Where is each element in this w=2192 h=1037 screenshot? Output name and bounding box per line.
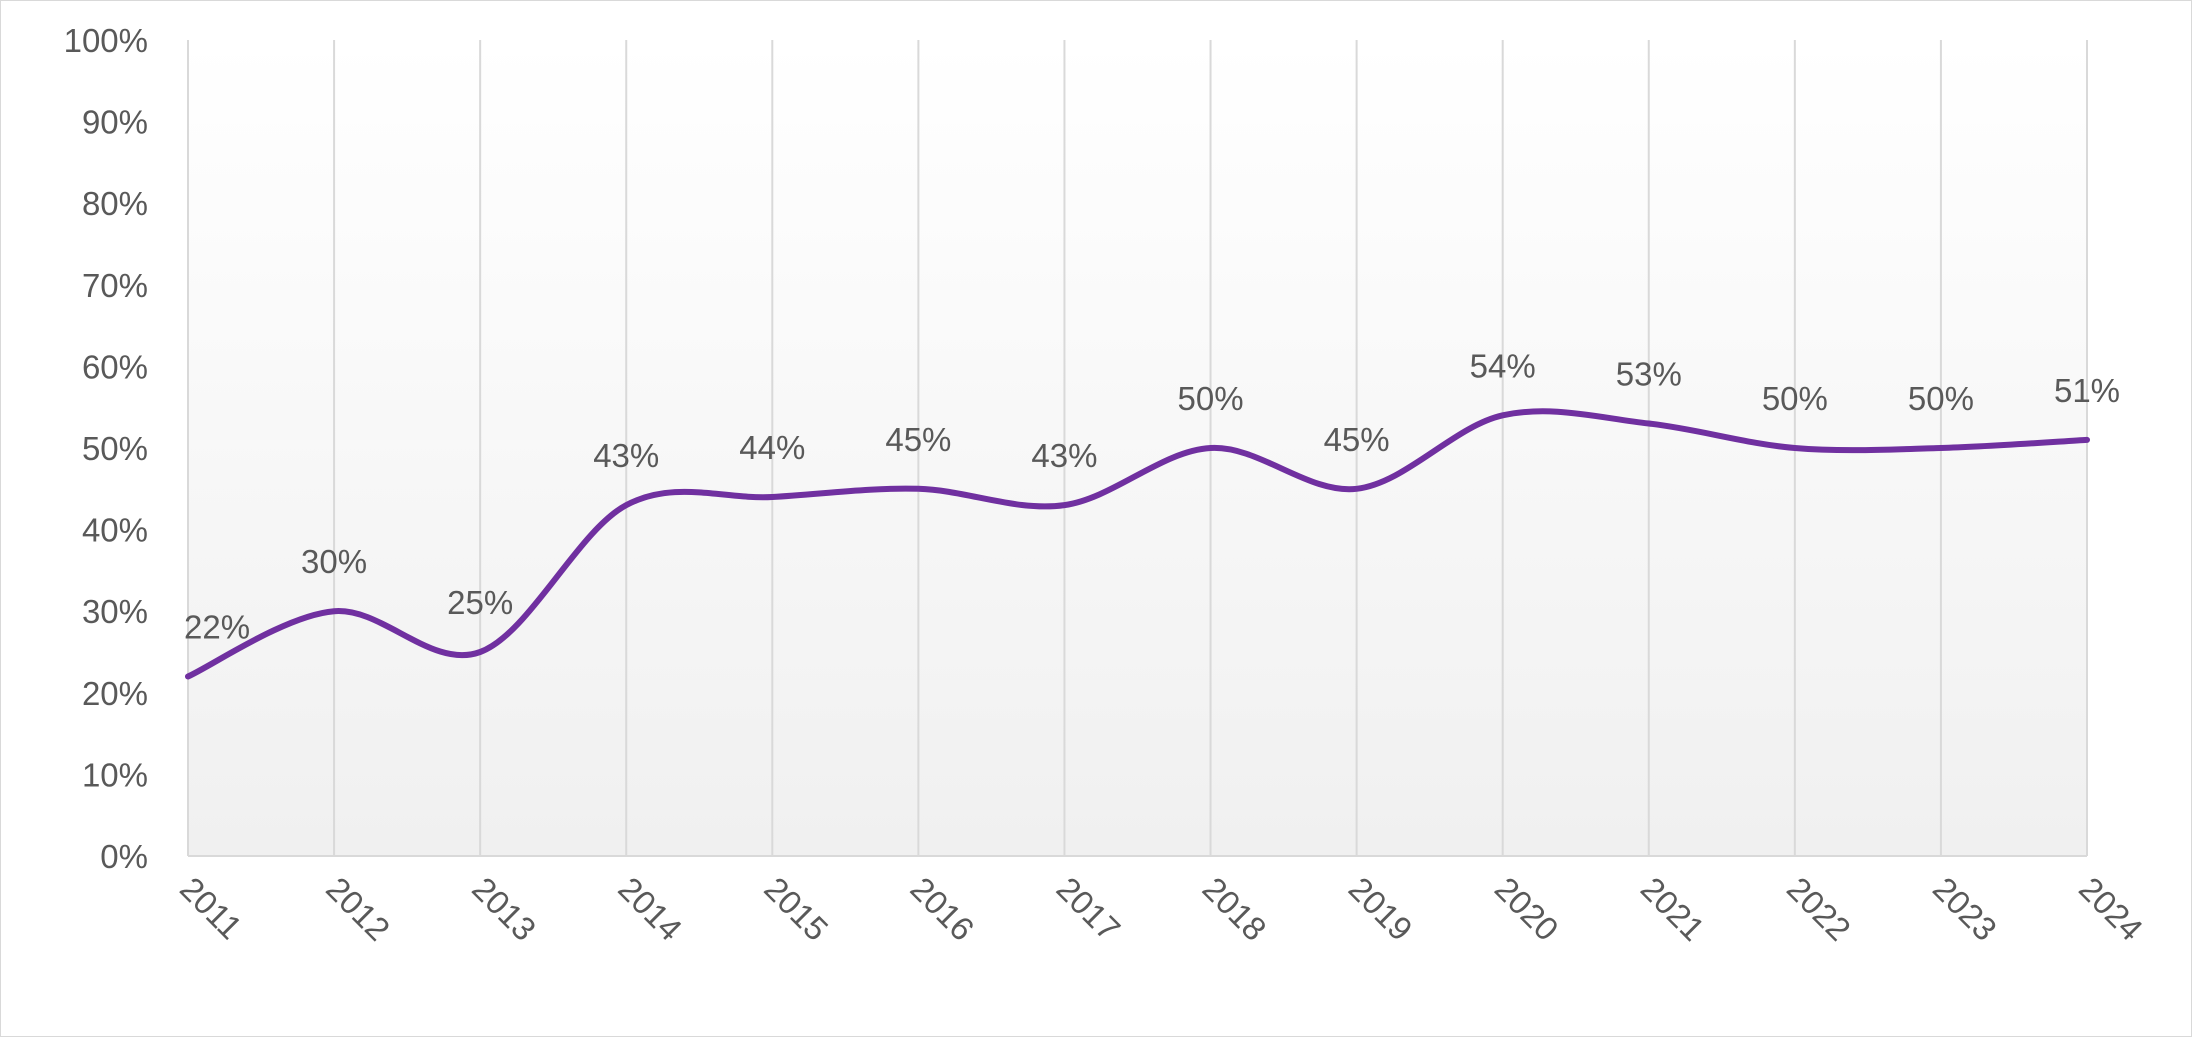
series (185, 408, 2090, 680)
data-label: 51% (2054, 372, 2120, 409)
x-tick-label: 2018 (1196, 870, 1274, 948)
gridlines (187, 40, 2088, 856)
x-tick-label: 2024 (2072, 870, 2150, 948)
y-tick-label: 10% (82, 756, 148, 793)
x-tick-label: 2017 (1050, 870, 1128, 948)
y-tick-label: 70% (82, 267, 148, 304)
x-tick-label: 2023 (1926, 870, 2004, 948)
data-label: 30% (301, 543, 367, 580)
data-label: 53% (1616, 356, 1682, 393)
data-label: 45% (885, 421, 951, 458)
data-label: 43% (593, 437, 659, 474)
y-tick-label: 30% (82, 593, 148, 630)
data-label: 45% (1324, 421, 1390, 458)
x-tick-label: 2011 (173, 870, 249, 946)
y-tick-label: 0% (100, 838, 148, 875)
x-tick-label: 2016 (903, 870, 981, 948)
data-label: 54% (1470, 347, 1536, 384)
y-tick-label: 60% (82, 348, 148, 385)
y-tick-label: 50% (82, 430, 148, 467)
data-label: 50% (1908, 380, 1974, 417)
y-tick-label: 80% (82, 185, 148, 222)
series-line (185, 408, 2090, 680)
x-tick-label: 2022 (1780, 870, 1858, 948)
data-label: 50% (1762, 380, 1828, 417)
y-tick-label: 100% (64, 22, 148, 59)
data-label: 44% (739, 429, 805, 466)
data-label: 50% (1178, 380, 1244, 417)
x-tick-label: 2021 (1634, 870, 1712, 948)
x-tick-label: 2013 (465, 870, 543, 948)
x-tick-label: 2014 (611, 870, 689, 948)
x-tick-label: 2012 (319, 870, 397, 948)
x-tick-label: 2015 (757, 870, 835, 948)
y-tick-label: 40% (82, 512, 148, 549)
data-label: 22% (184, 608, 250, 645)
y-tick-label: 90% (82, 104, 148, 141)
x-tick-label: 2020 (1488, 870, 1566, 948)
data-labels: 22% 30% 25% 43% 44% 45% 43% 50% 45% 54% 53% 50% 50% 5… (184, 347, 2120, 645)
axes: 0% 10% 20% 30% 40% 50% 60% 70% 80% 90% 100% 2011 201… (64, 22, 2151, 948)
y-tick-label: 20% (82, 675, 148, 712)
data-label: 25% (447, 584, 513, 621)
data-label: 43% (1031, 437, 1097, 474)
x-tick-label: 2019 (1342, 870, 1420, 948)
